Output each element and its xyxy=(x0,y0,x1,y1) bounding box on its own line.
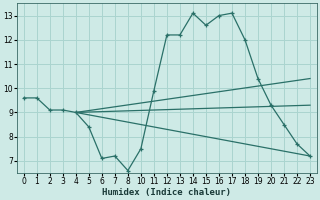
X-axis label: Humidex (Indice chaleur): Humidex (Indice chaleur) xyxy=(102,188,231,197)
